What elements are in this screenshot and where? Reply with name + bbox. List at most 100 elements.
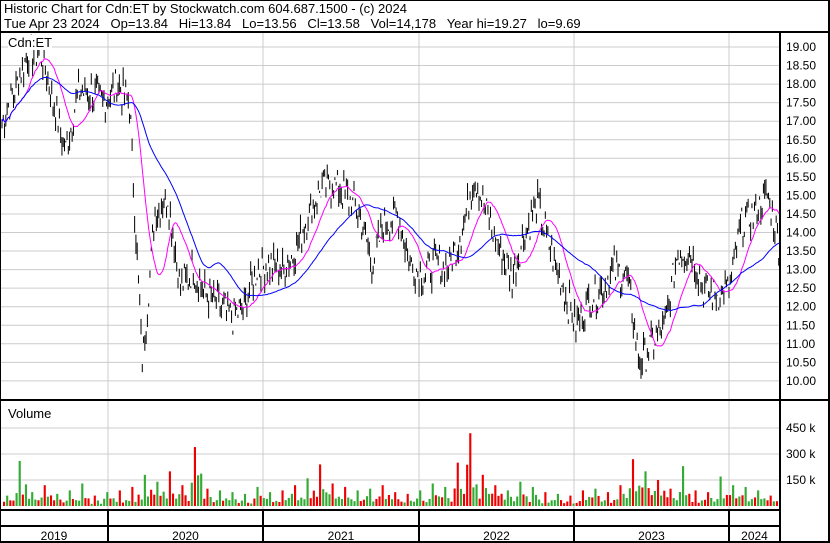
volume-bar bbox=[265, 498, 268, 506]
volume-bar bbox=[412, 501, 416, 506]
volume-bar bbox=[663, 490, 666, 506]
volume-bar bbox=[585, 499, 588, 506]
volume-bar bbox=[306, 478, 309, 506]
volume-bar bbox=[34, 499, 37, 506]
volume-bar bbox=[187, 500, 190, 506]
volume-bar bbox=[212, 502, 215, 506]
volume-bar bbox=[719, 476, 722, 506]
volume-bar bbox=[675, 500, 678, 506]
volume-bar bbox=[685, 495, 688, 506]
volume-bar bbox=[337, 496, 340, 506]
volume-bar bbox=[538, 499, 541, 506]
volume-bar bbox=[735, 498, 738, 506]
volume-bar bbox=[682, 466, 685, 506]
volume-bar bbox=[444, 486, 447, 506]
volume-bar bbox=[262, 498, 265, 506]
volume-bar bbox=[344, 486, 347, 506]
volume-bar bbox=[588, 496, 591, 506]
volume-bar bbox=[297, 500, 300, 506]
volume-bar bbox=[647, 488, 650, 506]
volume-bar bbox=[616, 499, 619, 506]
volume-bar bbox=[31, 492, 34, 506]
volume-bar bbox=[610, 502, 613, 506]
volume-bar bbox=[253, 498, 256, 506]
volume-bar bbox=[531, 486, 534, 506]
price-tick-label: 13.00 bbox=[786, 263, 816, 277]
year-label: 2022 bbox=[483, 529, 510, 543]
volume-bar bbox=[118, 490, 121, 506]
volume-bar bbox=[541, 503, 544, 506]
volume-bar bbox=[394, 492, 397, 506]
price-tick-label: 12.50 bbox=[786, 281, 816, 295]
volume-bar bbox=[519, 481, 522, 506]
price-tick-label: 10.00 bbox=[786, 374, 816, 388]
volume-bar bbox=[156, 481, 159, 506]
volume-bar bbox=[37, 500, 40, 506]
volume-bar bbox=[431, 483, 434, 506]
volume-bar bbox=[140, 499, 143, 506]
volume-bar bbox=[225, 498, 228, 506]
volume-bar bbox=[600, 501, 603, 506]
volume-bar bbox=[128, 500, 131, 506]
volume-bar bbox=[190, 482, 193, 506]
volume-bar bbox=[78, 500, 81, 506]
volume-bar bbox=[516, 496, 519, 506]
volume-bar bbox=[178, 494, 181, 506]
volume-bar bbox=[375, 498, 378, 506]
volume-bar bbox=[15, 493, 18, 506]
volume-bar bbox=[146, 496, 150, 506]
volume-bar bbox=[96, 500, 99, 506]
year-label: 2023 bbox=[638, 529, 665, 543]
volume-bar bbox=[287, 497, 290, 506]
volume-bar bbox=[353, 501, 356, 506]
volume-bar bbox=[644, 471, 647, 506]
volume-bar bbox=[184, 495, 187, 506]
volume-bar bbox=[84, 498, 87, 506]
volume-bar bbox=[240, 500, 243, 506]
volume-bar bbox=[150, 489, 153, 506]
volume-bar bbox=[725, 494, 728, 506]
volume-bar bbox=[125, 500, 128, 506]
volume-bar bbox=[300, 497, 303, 506]
volume-bar bbox=[635, 491, 638, 506]
volume-bar bbox=[319, 464, 322, 506]
volume-bar bbox=[9, 500, 12, 506]
volume-bar bbox=[268, 492, 272, 506]
volume-bar bbox=[416, 498, 419, 506]
volume-bar bbox=[494, 485, 497, 506]
volume-bar bbox=[472, 487, 475, 506]
volume-bar bbox=[165, 498, 168, 506]
volume-bar bbox=[206, 488, 209, 506]
volume-bar bbox=[397, 499, 400, 506]
volume-bar bbox=[744, 486, 747, 506]
volume-bar bbox=[24, 484, 28, 506]
price-tick-label: 18.50 bbox=[786, 59, 816, 73]
volume-bar bbox=[228, 500, 231, 506]
volume-bar bbox=[200, 473, 203, 506]
volume-bar bbox=[93, 495, 96, 506]
volume-bar bbox=[43, 485, 46, 506]
volume-bar bbox=[650, 495, 653, 506]
volume-bar bbox=[203, 498, 206, 506]
volume-bar bbox=[425, 502, 428, 506]
volume-bar bbox=[710, 497, 713, 506]
year-label: 2020 bbox=[172, 529, 199, 543]
volume-bar bbox=[572, 503, 575, 506]
volume-bar bbox=[428, 498, 431, 506]
volume-bar bbox=[688, 493, 691, 506]
volume-bar bbox=[581, 490, 584, 506]
volume-bar bbox=[741, 495, 744, 506]
price-tick-label: 16.00 bbox=[786, 151, 816, 165]
volume-bar bbox=[653, 490, 656, 506]
volume-bar bbox=[437, 496, 441, 506]
volume-bar bbox=[275, 500, 278, 506]
volume-bar bbox=[747, 501, 750, 506]
price-tick-label: 17.00 bbox=[786, 114, 816, 128]
volume-bar bbox=[134, 501, 137, 506]
volume-bar bbox=[406, 493, 409, 506]
volume-label: Volume bbox=[8, 406, 52, 421]
volume-bar bbox=[775, 501, 778, 506]
volume-bar bbox=[434, 495, 437, 506]
volume-bar bbox=[62, 502, 65, 506]
volume-bar bbox=[513, 501, 516, 506]
